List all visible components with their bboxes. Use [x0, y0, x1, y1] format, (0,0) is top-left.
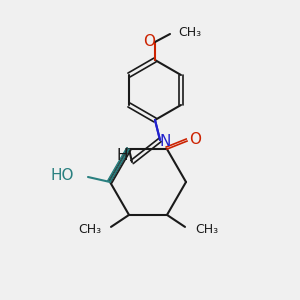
Text: CH₃: CH₃ [78, 224, 101, 236]
Text: N: N [159, 134, 171, 149]
Text: O: O [189, 132, 201, 147]
Text: HO: HO [50, 167, 74, 182]
Text: CH₃: CH₃ [195, 224, 218, 236]
Text: O: O [143, 34, 155, 49]
Text: CH₃: CH₃ [178, 26, 201, 38]
Text: H: H [116, 148, 128, 163]
